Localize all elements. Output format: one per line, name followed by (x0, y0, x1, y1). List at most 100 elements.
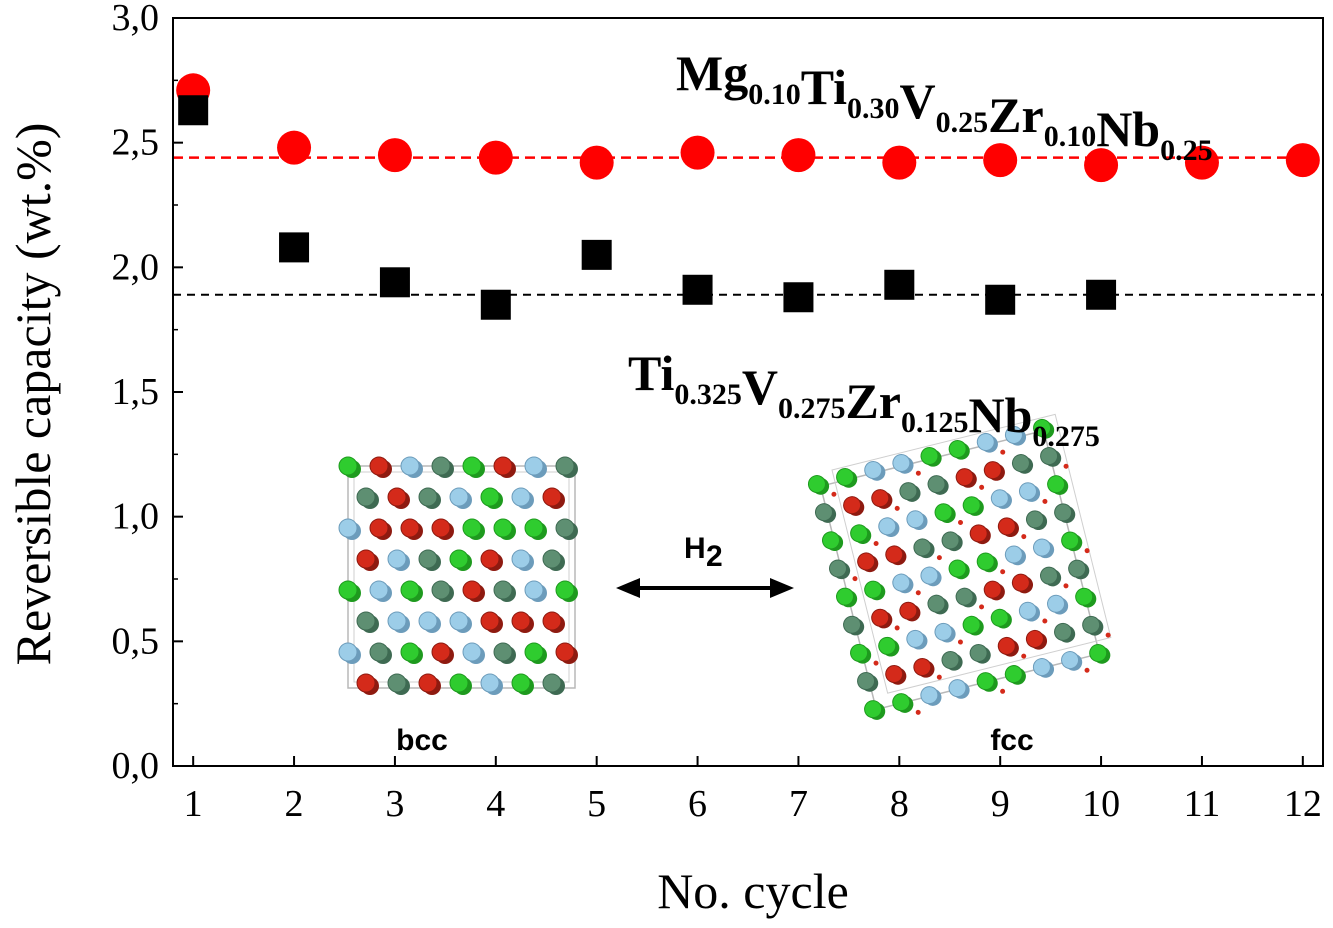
y-tick-label: 0,5 (112, 620, 160, 662)
bcc-atom (356, 487, 376, 507)
fcc-hydrogen (1000, 449, 1006, 455)
bcc-atom (338, 642, 358, 662)
fcc-atom (899, 601, 918, 620)
fcc-atom (836, 587, 855, 606)
formula-element: V (742, 359, 778, 415)
bcc-atom (387, 673, 407, 693)
bcc-atom (555, 456, 575, 476)
fcc-atom (814, 503, 833, 522)
point-red-circle (377, 138, 412, 173)
formula-element: Nb (969, 387, 1033, 443)
fcc-atom (941, 531, 960, 550)
fcc-hydrogen (1000, 688, 1006, 694)
bcc-atom (418, 549, 438, 569)
fcc-hydrogen (894, 505, 900, 511)
fcc-atom (899, 482, 918, 501)
bcc-atom (555, 518, 575, 538)
bcc-atom (542, 611, 562, 631)
x-tick-label: 1 (184, 783, 203, 825)
fcc-atom (990, 489, 1009, 508)
fcc-atom (1047, 475, 1066, 494)
fcc-atom (920, 446, 939, 465)
bcc-atom (480, 673, 500, 693)
fcc-label: fcc (990, 724, 1033, 757)
fcc-atom (955, 587, 974, 606)
fcc-atom (955, 468, 974, 487)
bcc-atom (431, 642, 451, 662)
arrow-head-right (770, 578, 794, 598)
fcc-atom (857, 672, 876, 691)
fcc-atom (1061, 651, 1080, 670)
bcc-atom (511, 673, 531, 693)
fcc-atom (1040, 447, 1059, 466)
bcc-atom (449, 611, 469, 631)
fcc-atom (829, 559, 848, 578)
fcc-hydrogen (957, 639, 963, 645)
point-red-circle (882, 145, 917, 180)
fcc-hydrogen (1000, 569, 1006, 575)
fcc-atom (850, 643, 869, 662)
bcc-atom (338, 580, 358, 600)
x-tick-label: 2 (285, 783, 304, 825)
x-tick-label: 4 (486, 783, 505, 825)
bcc-atom (462, 580, 482, 600)
fcc-hydrogen (1021, 534, 1027, 540)
bcc-atom (369, 642, 389, 662)
fcc-atom (1075, 587, 1094, 606)
bcc-atom (511, 611, 531, 631)
point-black-square (783, 282, 814, 313)
point-red-circle (1184, 145, 1219, 180)
fcc-hydrogen (915, 590, 921, 596)
x-tick-label: 7 (789, 783, 808, 825)
bcc-atom (400, 456, 420, 476)
fcc-atom (1032, 658, 1051, 677)
fcc-atom (892, 693, 911, 712)
fcc-hydrogen (1063, 463, 1069, 469)
x-tick-label: 5 (587, 783, 606, 825)
bcc-atom (400, 642, 420, 662)
formula-subscript: 0.125 (901, 406, 969, 439)
fcc-atom (997, 517, 1016, 536)
bcc-atom (356, 673, 376, 693)
axes: 0,00,51,01,52,02,53,01 2 3 4 5 6 7 8 9 10 11 12 (112, 0, 1324, 825)
fcc-hydrogen (936, 555, 942, 561)
formula-subscript: 0.10 (748, 78, 801, 111)
formula-element: Zr (845, 373, 901, 429)
fcc-atom (934, 503, 953, 522)
fcc-atom (1054, 503, 1073, 522)
fcc-atom (1040, 566, 1059, 585)
bcc-atom (511, 487, 531, 507)
fcc-atom (850, 524, 869, 543)
y-tick-label: 1,0 (112, 496, 160, 538)
bcc-atom (400, 580, 420, 600)
point-red-circle (277, 130, 312, 165)
bcc-atom (511, 549, 531, 569)
fcc-atom (934, 622, 953, 641)
fcc-hydrogen (1021, 653, 1027, 659)
fcc-atom (871, 608, 890, 627)
fcc-atom (1025, 629, 1044, 648)
fcc-atom (864, 461, 883, 480)
point-black-square (480, 289, 511, 320)
x-tick-label: 11 (1184, 783, 1221, 825)
fcc-atom (913, 657, 932, 676)
fcc-hydrogen (979, 604, 985, 610)
point-red-circle (680, 135, 715, 170)
bcc-atom (356, 611, 376, 631)
x-tick-label: 3 (385, 783, 404, 825)
bcc-atom (462, 642, 482, 662)
fcc-hydrogen (831, 491, 837, 497)
bcc-atom (400, 518, 420, 538)
bcc-atom (387, 487, 407, 507)
fcc-atom (857, 552, 876, 571)
fcc-atom (1004, 665, 1023, 684)
point-black-square (1086, 279, 1117, 310)
formula-element: Ti (628, 345, 674, 401)
fcc-atom (1089, 644, 1108, 663)
data-points (176, 73, 1320, 320)
bcc-atom (449, 549, 469, 569)
arrow-head-left (616, 578, 640, 598)
formula-subscript: 0.25 (1160, 134, 1213, 167)
bcc-atom (338, 518, 358, 538)
crystal-structure-inset: bcc fcc H 2 (338, 413, 1112, 757)
